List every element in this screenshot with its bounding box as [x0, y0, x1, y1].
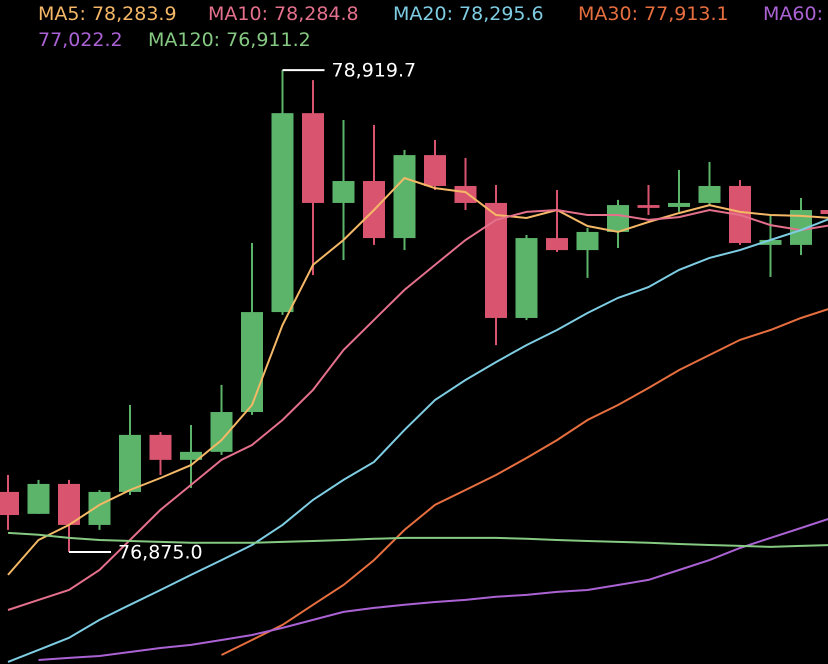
annotation-label: 76,875.0	[118, 542, 203, 564]
candle-body	[698, 185, 721, 203]
legend-entry: MA120: 76,911.2	[148, 29, 311, 51]
candle-body	[58, 483, 80, 525]
ma-line	[7, 218, 828, 663]
legend-entry: MA10: 78,284.8	[208, 3, 359, 25]
candle-body	[759, 239, 782, 245]
legend-entry: MA30: 77,913.1	[578, 3, 729, 25]
candle-body	[332, 181, 355, 203]
legend-separator: :	[447, 3, 453, 25]
candle-body	[393, 155, 416, 239]
legend-value: 77,022.2	[38, 29, 123, 51]
ma-line	[221, 308, 828, 656]
candle-body	[241, 312, 263, 413]
legend-separator: :	[79, 3, 85, 25]
legend-name: MA120	[148, 29, 214, 51]
legend-separator: :	[632, 3, 638, 25]
legend-value: 78,295.6	[459, 3, 544, 25]
legend-name: MA60	[763, 3, 817, 25]
candle-body	[546, 238, 568, 251]
legend-value: 78,283.9	[92, 3, 177, 25]
candle-body	[637, 205, 660, 208]
legend-value: 76,911.2	[226, 29, 311, 51]
legend-separator: :	[817, 3, 823, 25]
legend-entry: MA60:	[763, 3, 823, 25]
legend-separator: :	[214, 29, 220, 51]
ma-line	[7, 176, 828, 576]
candle-body	[576, 231, 599, 251]
annotation-label: 78,919.7	[332, 60, 417, 82]
candle-body	[302, 113, 324, 203]
legend-separator: :	[262, 3, 268, 25]
candle-body	[0, 491, 19, 516]
ma-line	[7, 531, 828, 548]
candle-body	[485, 202, 507, 318]
legend-entry: MA5: 78,283.9	[38, 3, 177, 25]
candle-body	[149, 434, 172, 460]
legend-name: MA5	[38, 3, 79, 25]
ma-line	[38, 518, 828, 661]
candle-body	[515, 238, 538, 318]
ma-line	[7, 208, 828, 611]
candle-body	[27, 483, 50, 514]
candle-body	[607, 205, 629, 232]
candle-body	[454, 185, 477, 203]
legend-name: MA10	[208, 3, 262, 25]
legend-entry: MA20: 78,295.6	[393, 3, 544, 25]
candle-body	[424, 155, 446, 186]
candle-body	[210, 412, 233, 452]
candle-body	[668, 202, 690, 207]
candle-body	[88, 491, 111, 525]
candle-body	[271, 113, 294, 313]
candle-body	[119, 434, 141, 492]
candle-body	[790, 210, 812, 245]
legend-name: MA20	[393, 3, 447, 25]
legend-name: MA30	[578, 3, 632, 25]
legend-entry: 77,022.2	[38, 29, 123, 51]
legend-value: 77,913.1	[644, 3, 729, 25]
candle-body	[180, 451, 202, 460]
legend-value: 78,284.8	[274, 3, 359, 25]
candle-body	[820, 210, 828, 215]
